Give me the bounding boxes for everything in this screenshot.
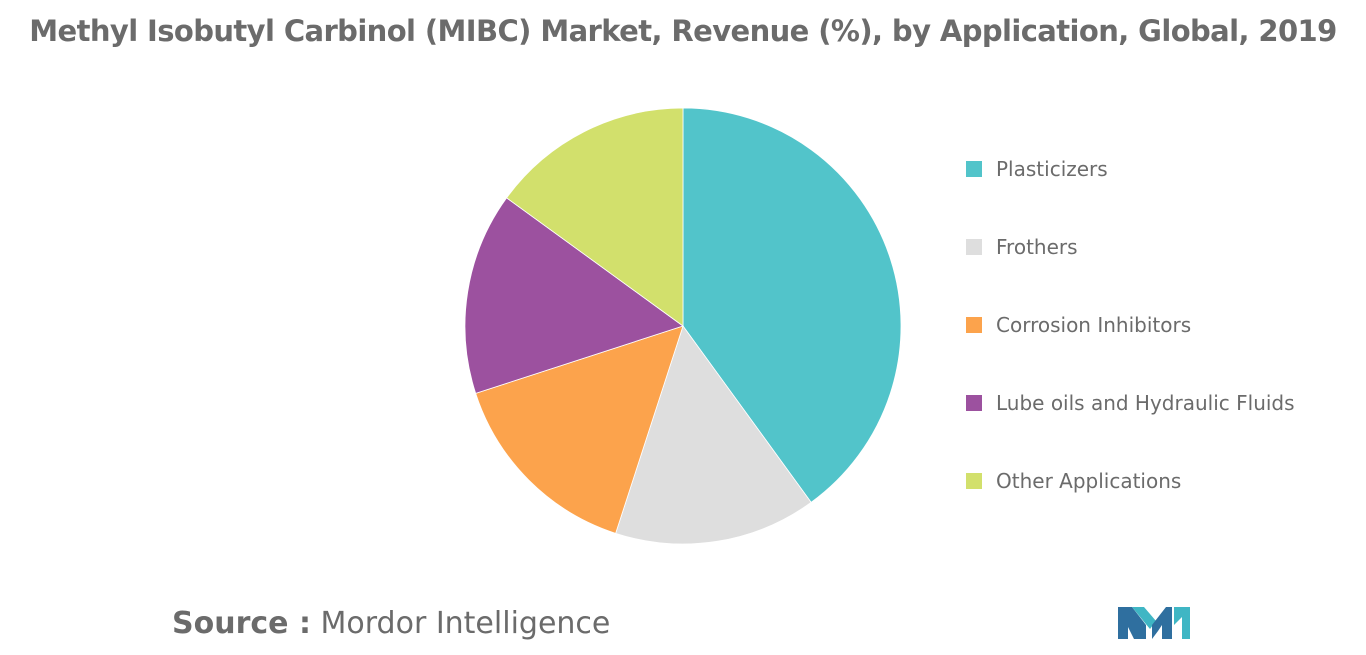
legend-item-other-applications: Other Applications bbox=[966, 464, 1181, 498]
source-label: Source : bbox=[172, 606, 311, 641]
source-value: Mordor Intelligence bbox=[320, 606, 611, 641]
legend-item-plasticizers: Plasticizers bbox=[966, 152, 1108, 186]
mordor-intelligence-logo-icon bbox=[1118, 607, 1190, 639]
legend-label: Other Applications bbox=[996, 469, 1182, 493]
legend-swatch bbox=[966, 239, 982, 255]
legend-label: Lube oils and Hydraulic Fluids bbox=[996, 391, 1295, 415]
pie-chart bbox=[464, 107, 902, 545]
legend-item-lube-oils-and-hydraulic-fluids: Lube oils and Hydraulic Fluids bbox=[966, 386, 1295, 420]
legend-label: Frothers bbox=[996, 235, 1078, 259]
pie-slice-frothers bbox=[615, 325, 812, 545]
legend-swatch bbox=[966, 161, 982, 177]
source-note: Source : Mordor Intelligence bbox=[172, 606, 610, 641]
pie-slice-plasticizers bbox=[682, 107, 902, 503]
legend-label: Plasticizers bbox=[996, 157, 1108, 181]
pie-slice-lube-oils-and-hydraulic-fluids bbox=[464, 197, 684, 394]
legend-swatch bbox=[966, 395, 982, 411]
legend-item-corrosion-inhibitors: Corrosion Inhibitors bbox=[966, 308, 1191, 342]
pie-slice-corrosion-inhibitors bbox=[475, 325, 684, 534]
chart-title: Methyl Isobutyl Carbinol (MIBC) Market, … bbox=[29, 14, 1337, 48]
legend-swatch bbox=[966, 317, 982, 333]
legend-swatch bbox=[966, 473, 982, 489]
pie-slice-other-applications bbox=[506, 107, 684, 327]
legend-label: Corrosion Inhibitors bbox=[996, 313, 1192, 337]
legend-item-frothers: Frothers bbox=[966, 230, 1078, 264]
